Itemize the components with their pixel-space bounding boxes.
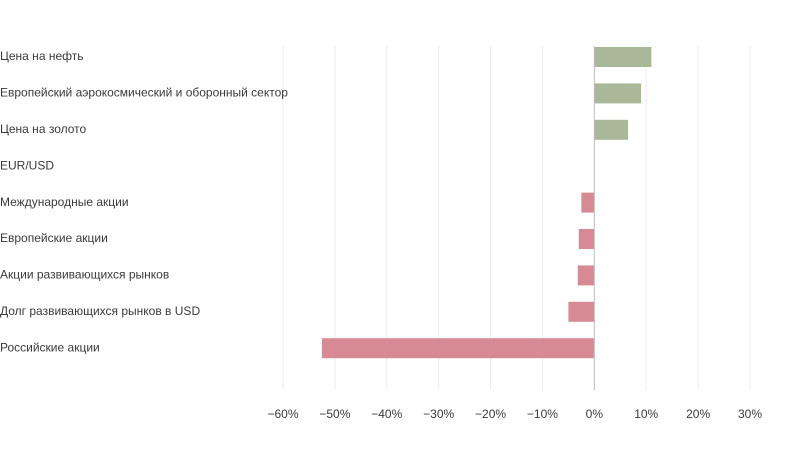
- bar: [321, 338, 595, 359]
- bar: [581, 192, 595, 213]
- category-labels: Цена на нефть Европейский аэрокосмический…: [0, 49, 288, 354]
- x-tick-label: 30%: [738, 407, 762, 421]
- bar: [578, 229, 595, 249]
- x-tick-label: −30%: [423, 407, 454, 421]
- x-tick-label: 10%: [634, 407, 658, 421]
- x-tick-label: −40%: [371, 407, 402, 421]
- x-tick-label: −10%: [527, 407, 558, 421]
- bar: [594, 119, 629, 140]
- category-label: Европейские акции: [0, 231, 108, 245]
- x-tick-label: 20%: [686, 407, 710, 421]
- x-tick-label: −60%: [267, 407, 298, 421]
- grid-layer: [282, 46, 751, 390]
- x-tick-label: −50%: [319, 407, 350, 421]
- x-tick-label: 0%: [586, 407, 604, 421]
- x-tick-labels: −60% −50% −40% −30% −20% −10% 0% 10% 20% 30%: [267, 407, 762, 421]
- bar-layer: [321, 47, 652, 359]
- category-label: Российские акции: [0, 340, 100, 354]
- category-label: Цена на золото: [0, 122, 87, 136]
- bar: [568, 301, 595, 322]
- category-label: EUR/USD: [0, 158, 54, 172]
- bar: [577, 265, 595, 286]
- category-label: Цена на нефть: [0, 49, 83, 63]
- bar: [594, 47, 652, 67]
- x-tick-label: −20%: [475, 407, 506, 421]
- category-label: Европейский аэрокосмический и оборонный …: [0, 86, 288, 100]
- bar: [594, 83, 642, 104]
- category-label: Акции развивающихся рынков: [0, 268, 169, 282]
- category-label: Международные акции: [0, 195, 129, 209]
- category-label: Долг развивающихся рынков в USD: [0, 304, 200, 318]
